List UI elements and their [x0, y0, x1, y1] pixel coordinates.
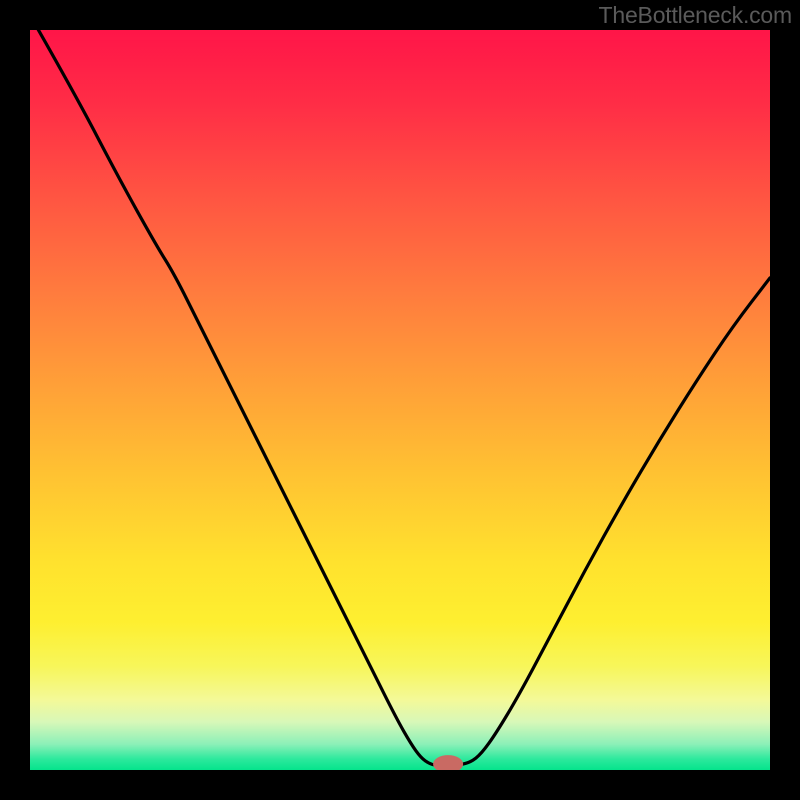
optimal-point-marker	[433, 755, 463, 773]
watermark-text: TheBottleneck.com	[599, 2, 792, 29]
plot-background	[30, 30, 770, 770]
bottleneck-chart	[0, 0, 800, 800]
chart-container: TheBottleneck.com	[0, 0, 800, 800]
